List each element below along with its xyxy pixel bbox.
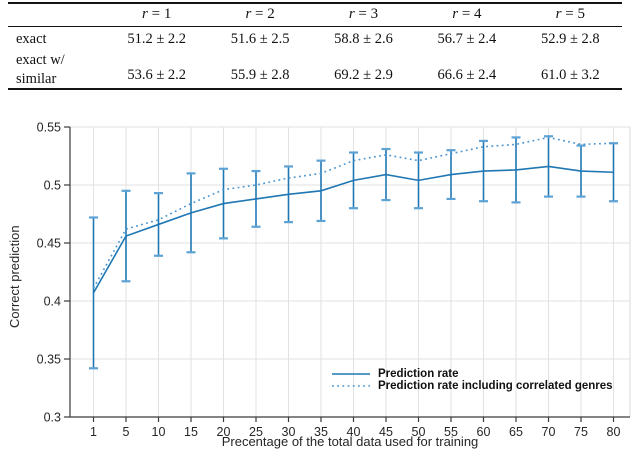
x-tick-label: 60 — [477, 425, 491, 439]
x-tick-label: 30 — [282, 425, 296, 439]
row-label-line: exact w/ — [16, 52, 65, 68]
x-tick-label: 20 — [217, 425, 231, 439]
table-header-r5: r = 5 — [518, 4, 622, 27]
row-label-exact: exact — [16, 31, 47, 47]
y-tick-label: 0.5 — [44, 179, 61, 193]
x-tick-label: 10 — [152, 425, 166, 439]
header-variable: r — [348, 6, 355, 22]
x-tick-label: 35 — [314, 425, 328, 439]
table-cell: 56.7 ± 2.4 — [437, 31, 497, 47]
solid-line-swatch-icon — [332, 373, 370, 375]
header-variable: r — [142, 6, 148, 22]
table-header-r3: r = 3 — [311, 4, 416, 27]
x-tick-label: 70 — [542, 425, 556, 439]
y-axis-label: Correct prediction — [7, 225, 22, 328]
y-tick-label: 0.35 — [37, 353, 61, 367]
series-line-solid — [92, 165, 614, 294]
prediction-chart: 0.3 0.35 0.4 0.45 0.5 0.55 1 5 10 15 20 25 30 35 40 45 5… — [0, 100, 640, 457]
x-tick-label: 1 — [90, 425, 97, 439]
table-header-r1: r = 1 — [105, 4, 209, 27]
table-cell: 55.9 ± 2.8 — [230, 67, 290, 83]
row-label-exact-w-similar: exact w/ similar — [8, 49, 105, 88]
table-cell: 51.6 ± 2.5 — [230, 31, 290, 47]
series-line-dotted — [92, 136, 614, 289]
header-value: = 4 — [461, 6, 482, 22]
table-cell: 51.2 ± 2.2 — [127, 31, 187, 47]
table-cell: 66.6 ± 2.4 — [437, 67, 497, 83]
x-tick-label: 75 — [574, 425, 588, 439]
x-tick-label: 5 — [123, 425, 130, 439]
x-tick-label: 50 — [412, 425, 426, 439]
table-cell: 53.6 ± 2.2 — [127, 67, 187, 83]
table-cell: 61.0 ± 3.2 — [540, 67, 600, 83]
header-variable: r — [452, 6, 459, 22]
legend-label: Prediction rate including correlated gen… — [378, 380, 613, 392]
table-corner-cell — [8, 4, 105, 27]
header-value: = 5 — [565, 6, 585, 22]
x-axis-label: Precentage of the total data used for tr… — [221, 434, 479, 449]
x-tick-label: 45 — [379, 425, 393, 439]
header-value: = 3 — [358, 6, 379, 22]
x-tick-label: 40 — [347, 425, 361, 439]
x-tick-label: 25 — [249, 425, 263, 439]
results-table: r = 1 r = 2 r = 3 r = 4 r = 5 exact 51.2… — [8, 2, 622, 90]
y-tick-label: 0.3 — [44, 411, 61, 425]
x-tick-label: 80 — [607, 425, 621, 439]
header-variable: r — [555, 6, 562, 22]
y-tick-label: 0.4 — [44, 295, 61, 309]
header-value: = 1 — [151, 6, 172, 22]
table-cell: 69.2 ± 2.9 — [334, 67, 393, 83]
legend-label: Prediction rate — [378, 368, 459, 380]
x-tick-label: 15 — [184, 425, 198, 439]
x-tick-label: 65 — [509, 425, 523, 439]
dotted-line-swatch-icon — [332, 385, 370, 387]
table-cell: 52.9 ± 2.8 — [540, 31, 600, 47]
legend-item-prediction-rate: Prediction rate — [331, 368, 613, 380]
y-tick-label: 0.45 — [37, 237, 61, 251]
table-header-r4: r = 4 — [415, 4, 519, 27]
table-cell: 58.8 ± 2.6 — [334, 31, 393, 47]
header-variable: r — [245, 6, 252, 22]
x-tick-label: 55 — [444, 425, 458, 439]
table-header-r2: r = 2 — [208, 4, 312, 27]
row-label-line: similar — [16, 71, 57, 87]
y-tick-label: 0.55 — [37, 121, 61, 135]
chart-canvas: 0.30.350.40.450.50.551 5 10 15 20 25 30 35 40 45 5… — [37, 121, 631, 439]
legend: Prediction rate Prediction rate includin… — [331, 368, 613, 392]
legend-item-prediction-rate-correlated: Prediction rate including correlated gen… — [331, 380, 613, 392]
header-value: = 2 — [255, 6, 275, 22]
